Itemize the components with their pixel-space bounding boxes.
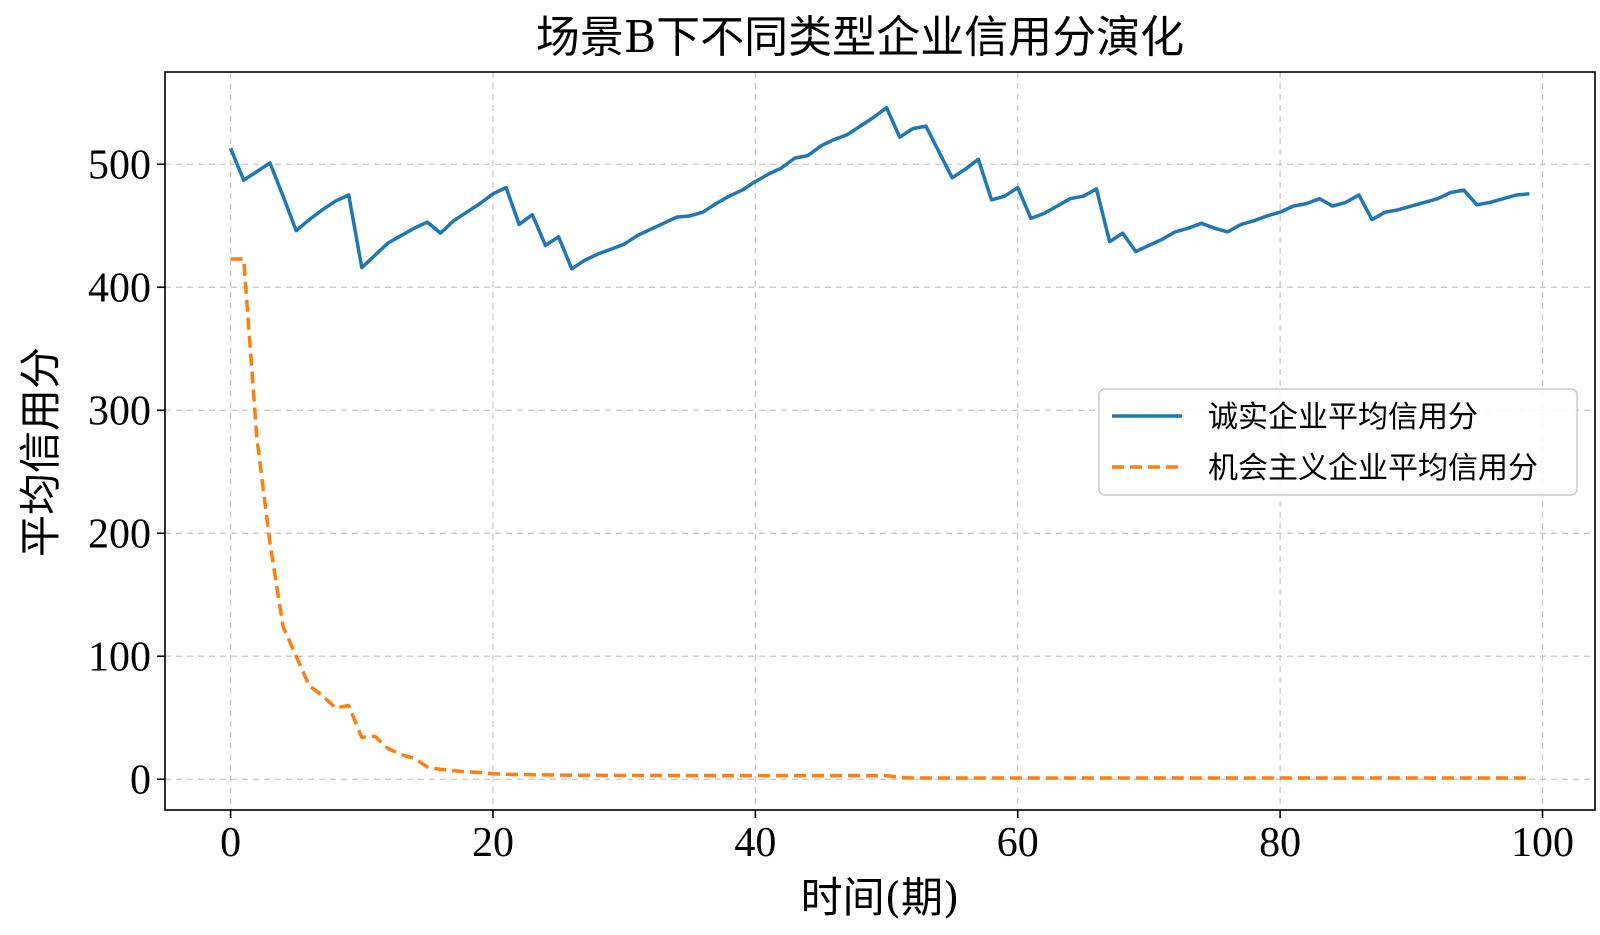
y-tick-label: 300 — [88, 388, 151, 434]
series-lines — [228, 105, 1530, 780]
x-tick-label: 60 — [997, 820, 1039, 866]
y-tick-label: 400 — [88, 265, 151, 311]
x-tick-label: 80 — [1259, 820, 1301, 866]
x-tick-label: 20 — [472, 820, 514, 866]
y-tick-label: 500 — [88, 142, 151, 188]
legend-label: 诚实企业平均信用分 — [1208, 400, 1478, 435]
x-axis-label: 时间(期) — [801, 873, 960, 922]
legend-box — [1098, 388, 1578, 496]
y-tick-label: 100 — [88, 634, 151, 680]
x-tick-label: 0 — [220, 820, 241, 866]
axis-ticks: 0 20 40 60 80 100 0 100 200 300 400 500 — [88, 142, 1574, 866]
plot-frame — [164, 71, 1596, 811]
legend-label: 机会主义企业平均信用分 — [1208, 451, 1538, 486]
x-tick-label: 100 — [1511, 820, 1574, 866]
x-tick-label: 40 — [734, 820, 776, 866]
y-axis-label: 平均信用分 — [16, 347, 65, 557]
y-tick-label: 0 — [130, 757, 151, 803]
opportunist-series-line — [230, 257, 1530, 780]
y-tick-label: 200 — [88, 511, 151, 557]
honest-series-line — [228, 105, 1530, 271]
chart-title: 场景B下不同类型企业信用分演化 — [536, 12, 1184, 63]
